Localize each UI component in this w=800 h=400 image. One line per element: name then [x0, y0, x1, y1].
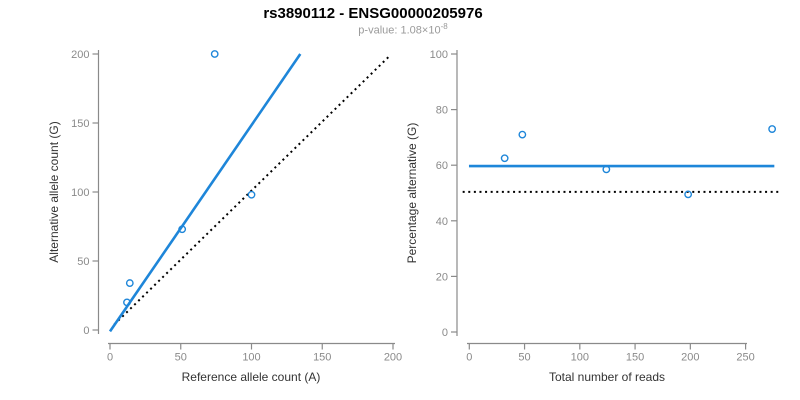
data-point: [684, 190, 693, 199]
pvalue-subtitle: p-value: 1.08×10-8: [0, 22, 800, 37]
x-tick-label: 150: [626, 352, 644, 364]
fit-line: [108, 53, 302, 333]
y-tick-label: 100: [71, 187, 89, 199]
x-tick-label: 0: [107, 352, 113, 364]
x-tick-label: 200: [384, 352, 402, 364]
y-tick-label: 20: [436, 271, 448, 283]
y-tick-label: 100: [430, 49, 448, 61]
x-tick-label: 100: [242, 352, 260, 364]
y-tick-label: 200: [71, 49, 89, 61]
x-tick-label: 0: [466, 352, 472, 364]
x-axis-title: Reference allele count (A): [182, 370, 321, 384]
y-axis-title: Percentage alternative (G): [405, 123, 419, 264]
y-tick-label: 80: [436, 105, 448, 117]
pvalue-text: p-value: 1.08×10: [358, 24, 441, 37]
y-tick-label: 0: [442, 327, 448, 339]
y-axis-title: Alternative allele count (G): [47, 121, 61, 262]
x-axis-title: Total number of reads: [549, 370, 665, 384]
x-tick-label: 200: [681, 352, 699, 364]
data-point: [247, 190, 256, 199]
y-tick-label: 40: [436, 216, 448, 228]
data-point: [123, 298, 131, 307]
data-point: [210, 50, 219, 58]
pvalue-exponent: -8: [440, 22, 448, 31]
x-tick-label: 50: [175, 352, 187, 364]
data-point: [125, 279, 134, 287]
x-tick-label: 100: [571, 352, 589, 364]
identity-line: [113, 54, 391, 326]
y-tick-label: 0: [83, 325, 89, 337]
y-tick-label: 60: [436, 160, 448, 172]
figure-title: rs3890112 - ENSG00000205976: [263, 5, 483, 22]
data-point: [178, 225, 187, 234]
data-point: [768, 125, 777, 133]
data-point: [602, 165, 611, 174]
data-point: [518, 130, 527, 139]
x-tick-label: 250: [736, 352, 754, 364]
data-point: [500, 154, 509, 163]
y-tick-label: 50: [77, 256, 89, 268]
panel-pct-reads: 0 20 40 60 80 100 0 50 100 150 200 250 Total number …: [405, 49, 780, 384]
x-tick-label: 50: [518, 352, 530, 364]
y-tick-label: 150: [71, 118, 89, 130]
panel-allele-counts: 0 50 100 150 200 0 50 100 150 200 Reference allele…: [47, 49, 402, 384]
x-tick-label: 150: [313, 352, 331, 364]
